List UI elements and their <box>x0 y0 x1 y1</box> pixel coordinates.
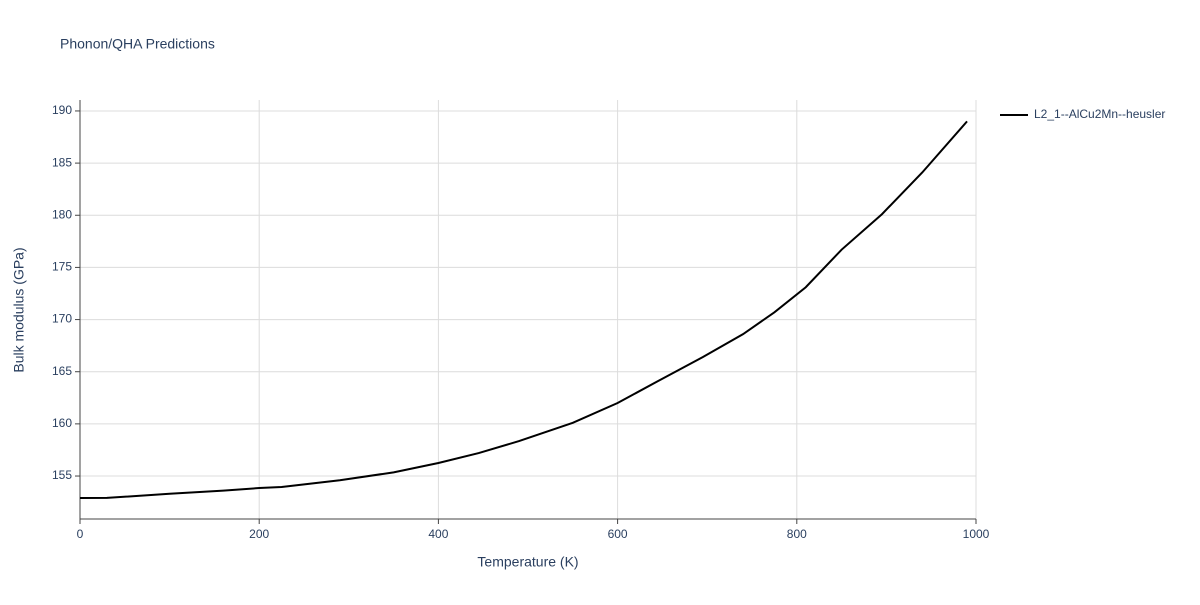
legend-label: L2_1--AlCu2Mn--heusler <box>1034 107 1165 121</box>
y-tick-label: 185 <box>52 155 72 169</box>
x-axis-label: Temperature (K) <box>477 554 578 570</box>
x-tick-label: 200 <box>249 527 269 541</box>
chart-title: Phonon/QHA Predictions <box>60 36 215 52</box>
x-tick-label: 800 <box>787 527 807 541</box>
y-tick-label: 190 <box>52 103 72 117</box>
line-series <box>79 120 968 500</box>
y-tick-label: 160 <box>52 416 72 430</box>
x-tick-label: 0 <box>77 527 84 541</box>
x-tick-label: 1000 <box>963 527 990 541</box>
x-tick-label: 400 <box>428 527 448 541</box>
y-tick-label: 155 <box>52 468 72 482</box>
y-tick-label: 180 <box>52 207 72 221</box>
y-tick-label: 170 <box>52 312 72 326</box>
y-axis-label: Bulk modulus (GPa) <box>11 247 27 372</box>
y-tick-label: 175 <box>52 260 72 274</box>
y-tick-label: 165 <box>52 364 72 378</box>
x-tick-label: 600 <box>608 527 628 541</box>
